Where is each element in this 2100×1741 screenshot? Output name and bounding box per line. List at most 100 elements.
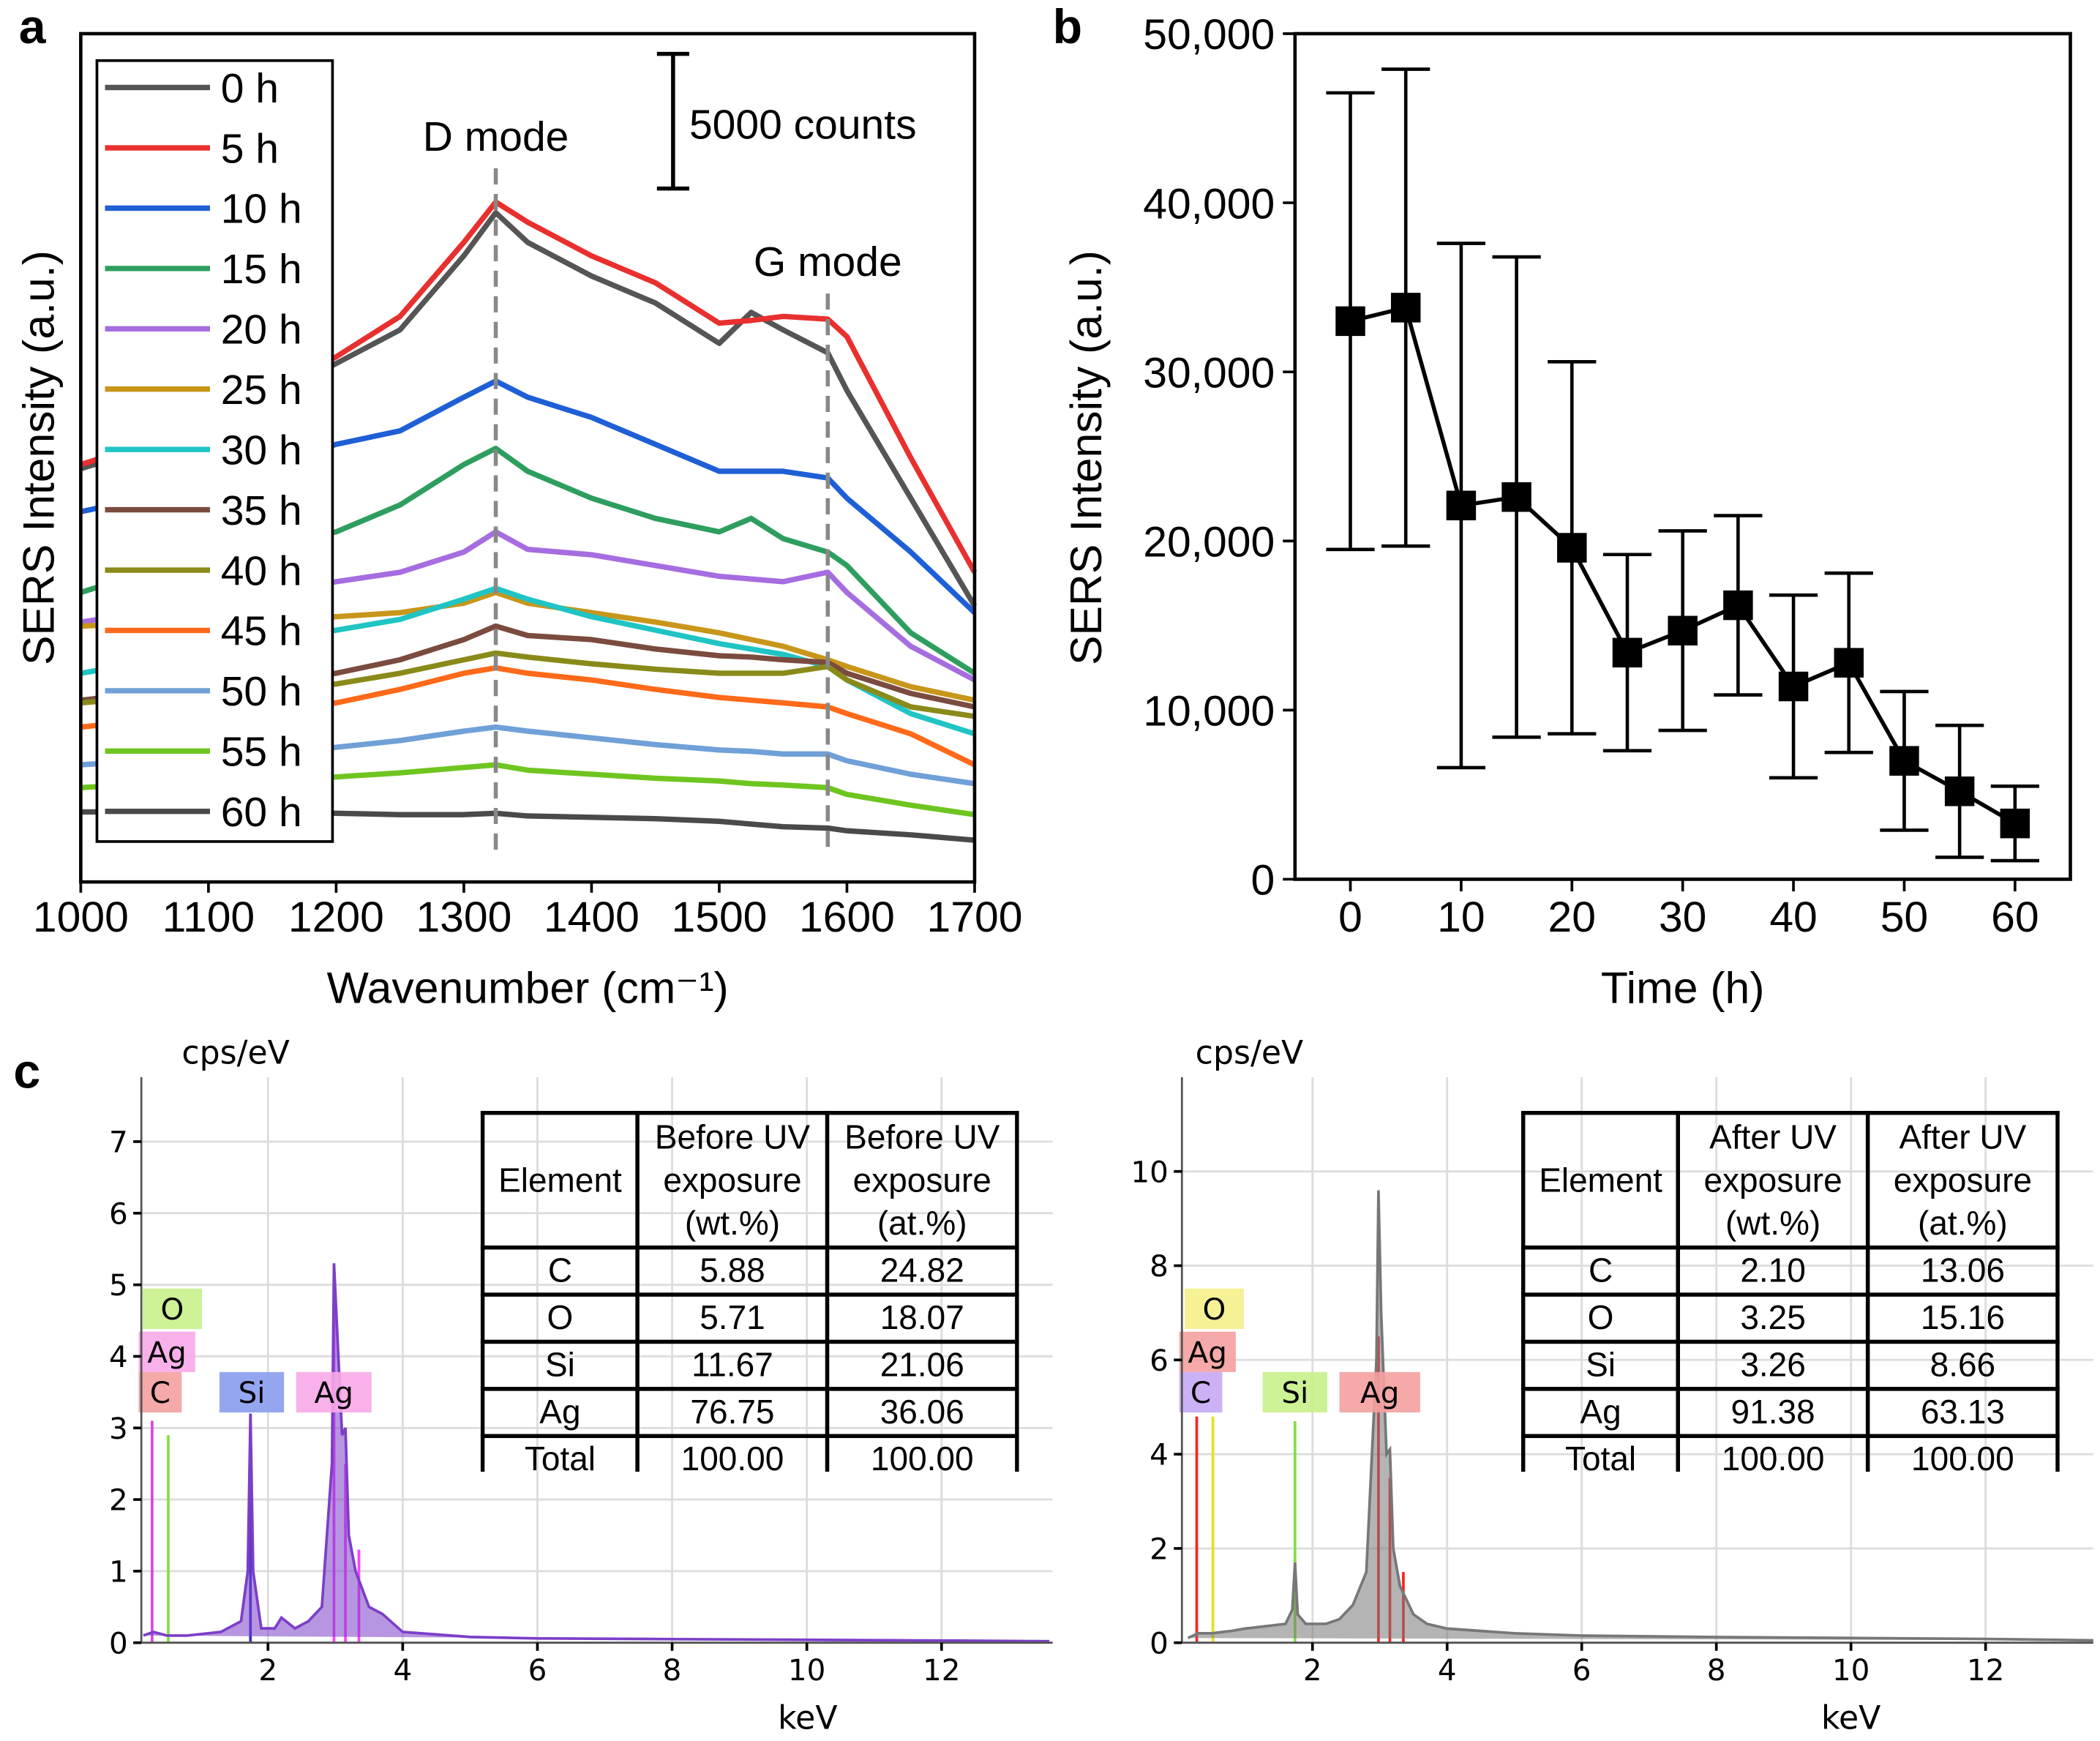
table-row: C 5.88 24.82 (480, 1245, 1019, 1297)
element-label-box (138, 1371, 182, 1413)
table-header-row: Element After UV exposure (wt.%) After UV … (1520, 1110, 2060, 1250)
table-row: Total 100.00 100.00 (480, 1434, 1019, 1472)
panel-label: a (19, 0, 47, 54)
table-cell: 100.00 (825, 1434, 1019, 1472)
element-label: Si (1281, 1375, 1308, 1410)
x-tick-label: 0 (1338, 894, 1362, 941)
table-cell: 100.00 (1865, 1434, 2060, 1472)
table-cell: O (480, 1292, 640, 1344)
mode-label: G mode (754, 239, 902, 285)
marker (1390, 293, 1421, 323)
table-row: O 3.25 15.16 (1520, 1292, 2060, 1344)
x-tick-label: 10 (1437, 894, 1485, 941)
x-tick-label: 12 (923, 1652, 960, 1688)
spectrum-trace (143, 1263, 1050, 1643)
panel-label: c (13, 1045, 40, 1099)
table-cell: Si (480, 1339, 640, 1391)
legend-label: 35 h (221, 487, 302, 534)
y-tick-label: 7 (109, 1125, 128, 1160)
y-tick-label: 4 (1150, 1437, 1169, 1472)
element-label-box (143, 1288, 202, 1329)
x-tick-label: 1300 (416, 894, 511, 941)
y-axis-label: SERS Intensity (a.u.) (1061, 250, 1111, 665)
legend-label: 10 h (221, 186, 302, 233)
table-cell: 76.75 (635, 1387, 830, 1439)
table-header-cell: Before UV exposure (at.%) (825, 1110, 1019, 1250)
y-tick-label: 50,000 (1143, 11, 1275, 59)
marker (1834, 648, 1864, 678)
y-axis-label: cps/eV (1196, 1035, 1304, 1072)
x-tick-label: 10 (1832, 1652, 1870, 1688)
element-label: O (161, 1292, 184, 1327)
x-tick-label: 4 (1438, 1652, 1457, 1688)
marker (1501, 482, 1531, 512)
table-cell: 100.00 (1676, 1434, 1870, 1472)
legend-label: 5 h (221, 125, 279, 172)
x-tick-label: 10 (788, 1652, 825, 1688)
element-label: Ag (1360, 1375, 1399, 1410)
table-cell: 36.06 (825, 1387, 1019, 1439)
table-header-cell: Element (480, 1110, 640, 1250)
x-tick-label: 60 (1991, 894, 2039, 941)
table-row: O 5.71 18.07 (480, 1292, 1019, 1344)
table-cell: 3.26 (1676, 1339, 1870, 1391)
table-cell: 91.38 (1676, 1387, 1870, 1439)
y-tick-label: 40,000 (1143, 180, 1275, 228)
legend-label: 15 h (221, 246, 302, 293)
marker (1612, 637, 1643, 668)
table-cell: Total (480, 1434, 640, 1472)
composition-table: Element After UV exposure (wt.%) After UV … (1520, 1110, 2060, 1472)
table-cell: 21.06 (825, 1339, 1019, 1391)
y-tick-label: 4 (109, 1339, 128, 1374)
element-label-box (296, 1371, 372, 1413)
x-tick-label: 1100 (162, 894, 255, 941)
legend-label: 30 h (221, 427, 302, 473)
x-tick-label: 2 (258, 1652, 277, 1688)
table-cell: 18.07 (825, 1292, 1019, 1344)
marker (2000, 808, 2030, 839)
x-tick-label: 4 (393, 1652, 412, 1688)
table-cell: 11.67 (635, 1339, 830, 1391)
table-cell: 3.25 (1676, 1292, 1870, 1344)
x-tick-label: 1600 (799, 894, 895, 941)
element-label: Ag (1188, 1335, 1227, 1370)
legend-label: 25 h (221, 367, 302, 413)
x-axis-label: keV (778, 1699, 837, 1737)
element-label-box (1184, 1288, 1244, 1329)
table-cell: 2.10 (1676, 1245, 1870, 1297)
table-row: Ag 76.75 36.06 (480, 1387, 1019, 1439)
x-tick-label: 1400 (544, 894, 640, 941)
x-tick-label: 12 (1967, 1652, 2004, 1688)
table-row: Si 3.26 8.66 (1520, 1339, 2060, 1391)
marker (1668, 615, 1698, 645)
x-tick-label: 1500 (671, 894, 767, 941)
table-row: Si 11.67 21.06 (480, 1339, 1019, 1391)
scale-bar (656, 51, 689, 191)
y-tick-label: 10 (1130, 1154, 1168, 1189)
y-tick-label: 30,000 (1143, 349, 1275, 397)
y-axis-label: SERS Intensity (a.u.) (14, 250, 64, 665)
x-axis-label: Time (h) (1601, 963, 1765, 1013)
table-cell: 5.71 (635, 1292, 830, 1344)
y-axis-label: cps/eV (181, 1035, 290, 1072)
x-tick-label: 2 (1303, 1652, 1322, 1688)
element-label: O (1203, 1292, 1226, 1327)
element-label-box (138, 1331, 195, 1372)
table-cell: C (1520, 1245, 1681, 1297)
y-tick-label: 0 (1150, 1625, 1169, 1660)
table-header-cell: After UV exposure (wt.%) (1676, 1110, 1870, 1250)
marker (1723, 590, 1753, 621)
table-row: C 2.10 13.06 (1520, 1245, 2060, 1297)
legend-label: 45 h (221, 608, 302, 655)
x-tick-label: 30 (1659, 894, 1706, 941)
legend-label: 60 h (221, 789, 302, 836)
x-tick-label: 1200 (288, 894, 384, 941)
table-row: Total 100.00 100.00 (1520, 1434, 2060, 1472)
legend-label: 55 h (221, 729, 302, 776)
y-tick-label: 2 (1150, 1531, 1169, 1566)
y-tick-label: 20,000 (1143, 518, 1275, 566)
element-label: Si (239, 1375, 266, 1410)
